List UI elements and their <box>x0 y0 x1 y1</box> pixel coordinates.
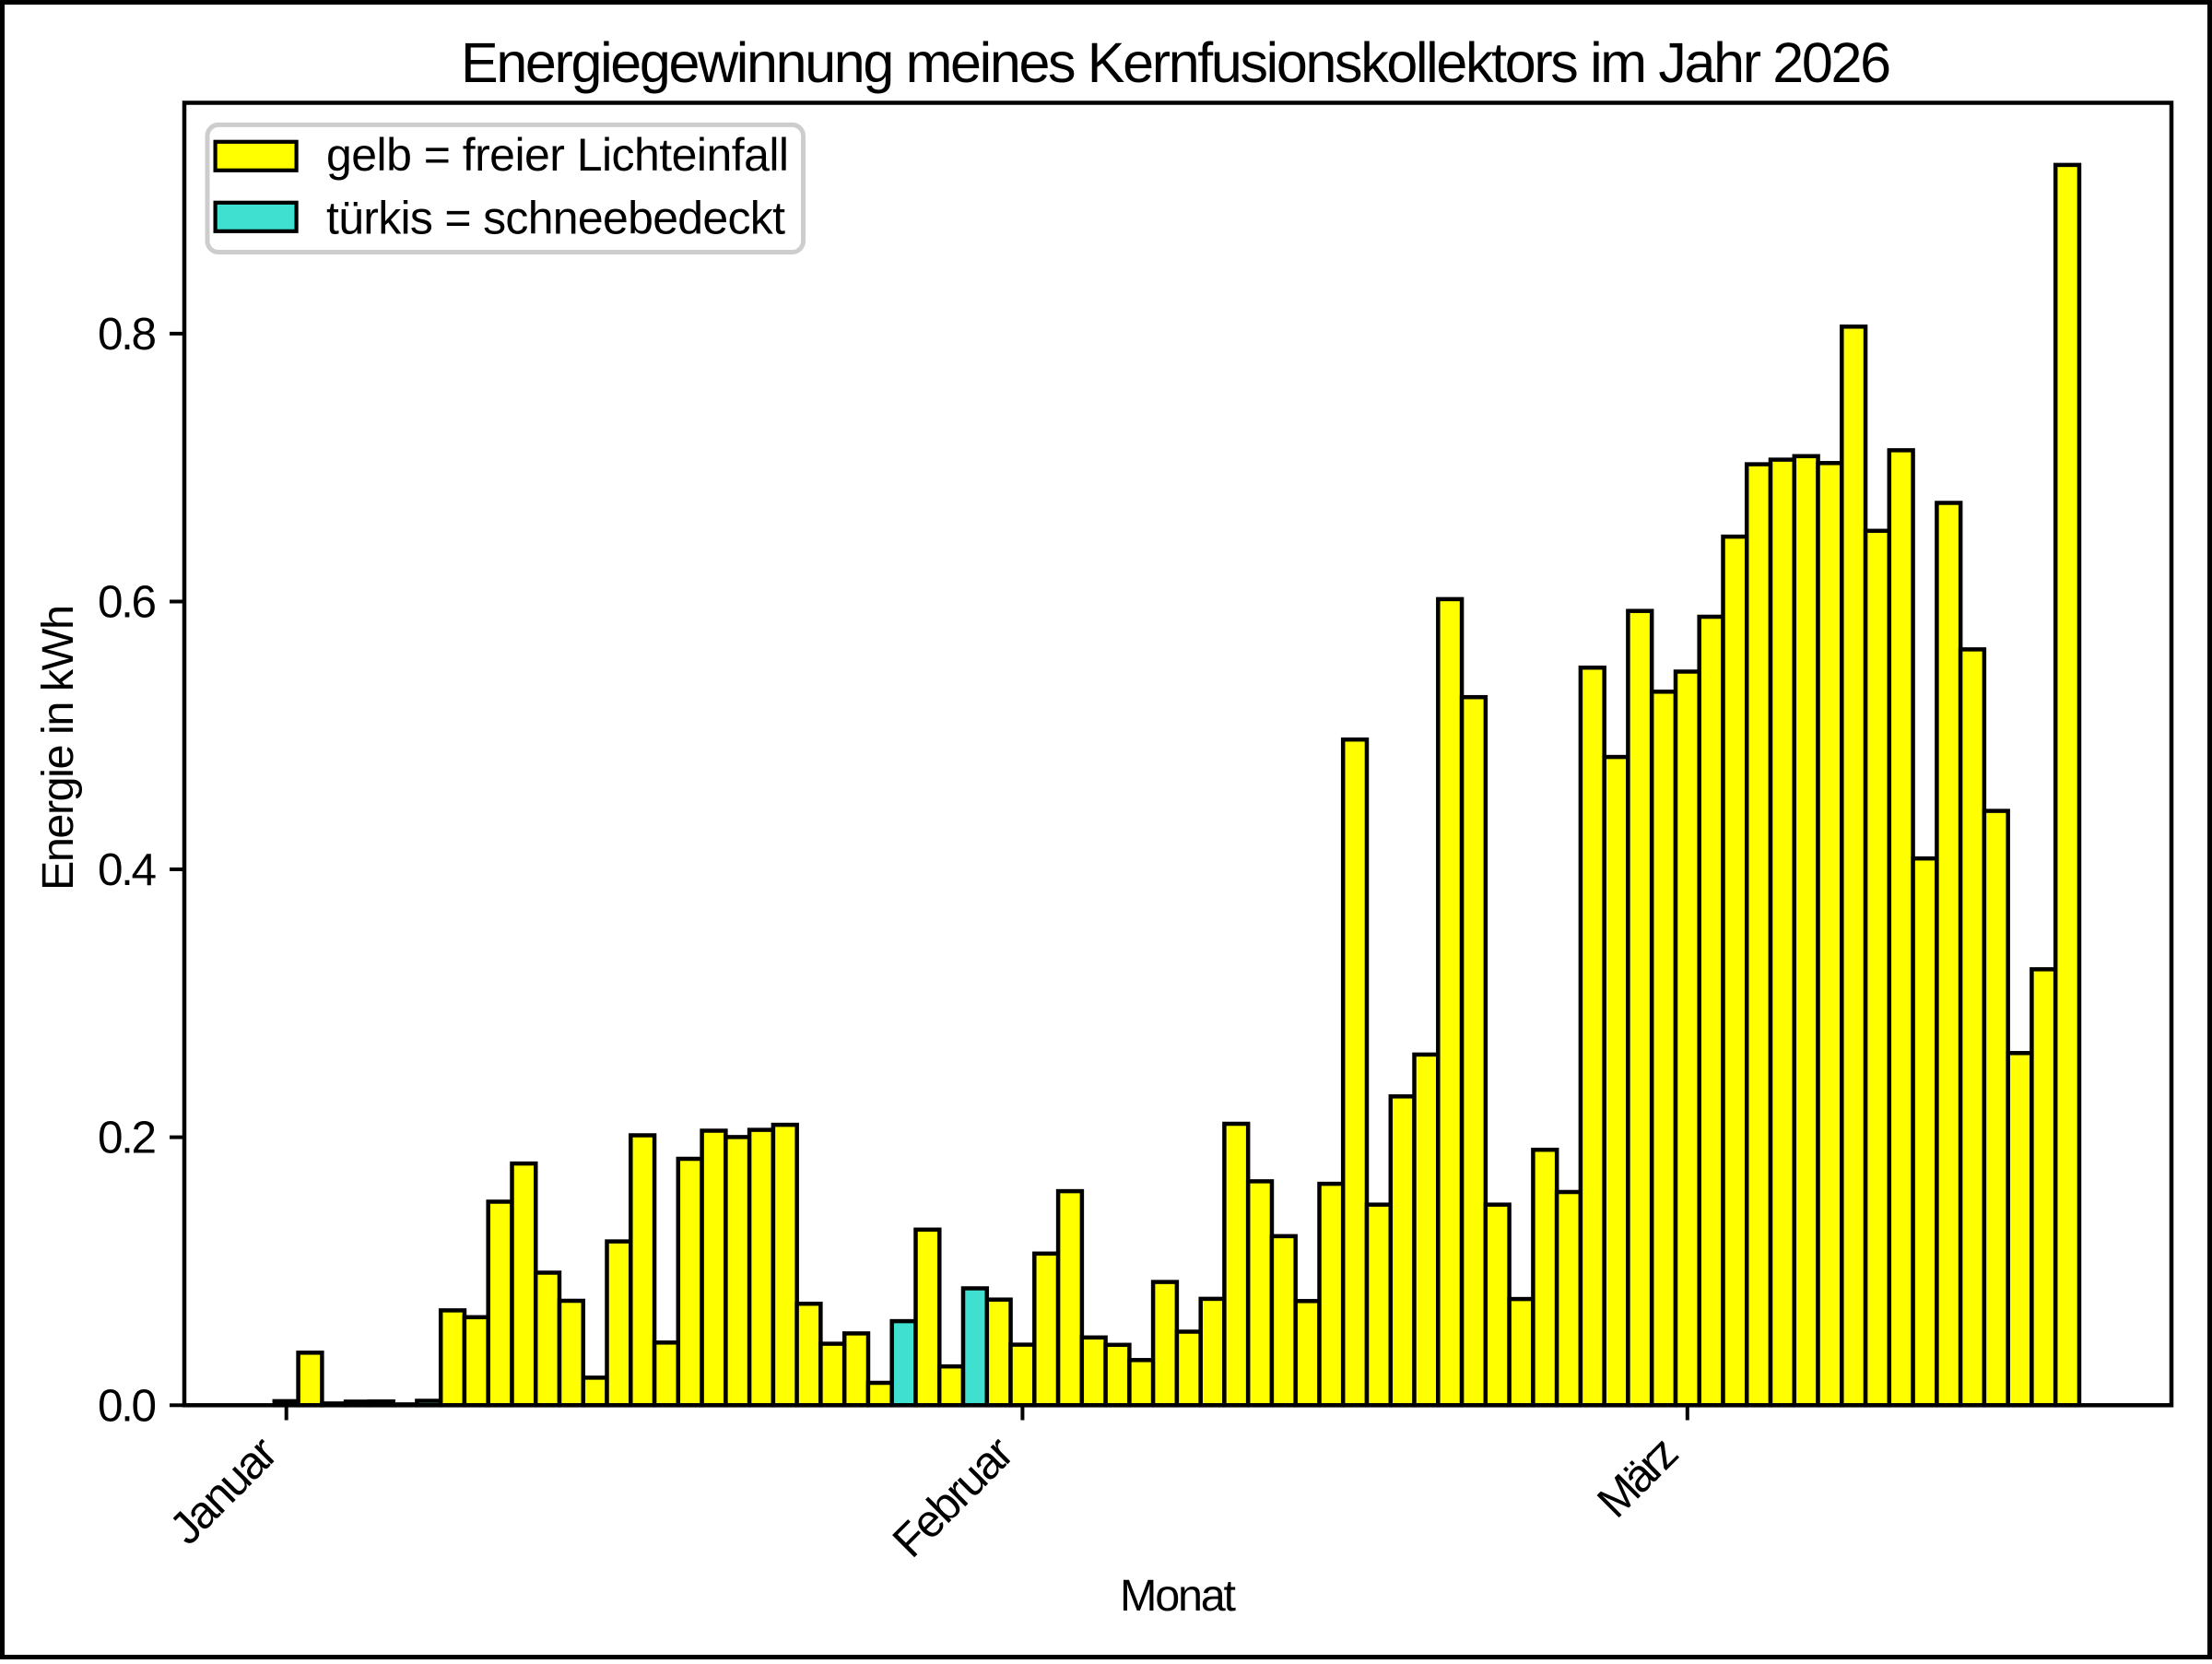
svg-text:0.0: 0.0 <box>98 1380 157 1431</box>
svg-text:Monat: Monat <box>1120 1571 1237 1621</box>
svg-text:0.6: 0.6 <box>98 577 157 628</box>
svg-text:türkis = schneebedeckt: türkis = schneebedeckt <box>326 193 785 244</box>
svg-text:Energie in kWh: Energie in kWh <box>33 605 83 891</box>
svg-text:0.4: 0.4 <box>98 844 157 895</box>
svg-text:gelb = freier Lichteinfall: gelb = freier Lichteinfall <box>326 129 789 181</box>
svg-text:Energiegewinnung meines Kernfu: Energiegewinnung meines Kernfusionskolle… <box>461 31 1891 94</box>
svg-text:0.8: 0.8 <box>98 309 157 360</box>
svg-text:0.2: 0.2 <box>98 1113 157 1163</box>
